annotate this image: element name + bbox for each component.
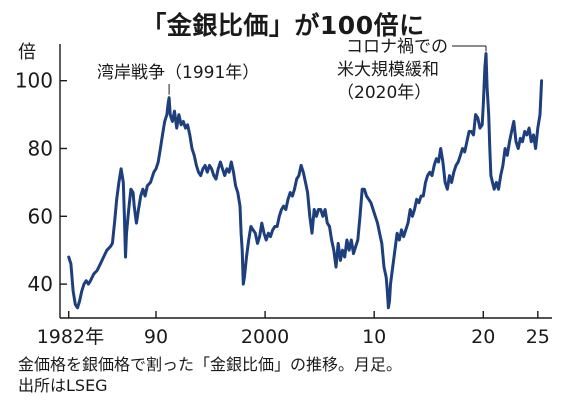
x-tick-label: 90 <box>144 326 168 348</box>
annotation-gulf-war: 湾岸戦争（1991年） <box>97 63 259 83</box>
series-layer <box>67 52 544 310</box>
footnote-description: 金価格を銀価格で割った「金銀比価」の推移。月足。 <box>18 355 403 374</box>
series-line <box>67 52 544 310</box>
annotation-covid-line2: 米大規模緩和 <box>337 60 439 80</box>
y-tick-label: 60 <box>28 204 53 228</box>
axes: 倍 40 60 80 100 1982年 90 2000 10 20 25 <box>15 42 552 348</box>
x-tick-label: 1982年 <box>37 326 104 348</box>
x-tick-label: 2000 <box>241 326 289 348</box>
x-tick-label: 10 <box>362 326 386 348</box>
y-tick-label: 100 <box>15 69 53 93</box>
annotation-covid-line1: コロナ禍での <box>346 37 448 57</box>
annotation-covid-line3: （2020年） <box>337 83 431 103</box>
y-tick-label: 40 <box>28 272 53 296</box>
y-tick-label: 80 <box>28 136 53 160</box>
y-axis-unit-label: 倍 <box>18 42 36 63</box>
x-tick-label: 20 <box>471 326 495 348</box>
chart-title: 「金銀比価」が100倍に <box>141 11 425 40</box>
footnote-source: 出所はLSEG <box>18 376 108 395</box>
x-tick-label: 25 <box>526 326 550 348</box>
